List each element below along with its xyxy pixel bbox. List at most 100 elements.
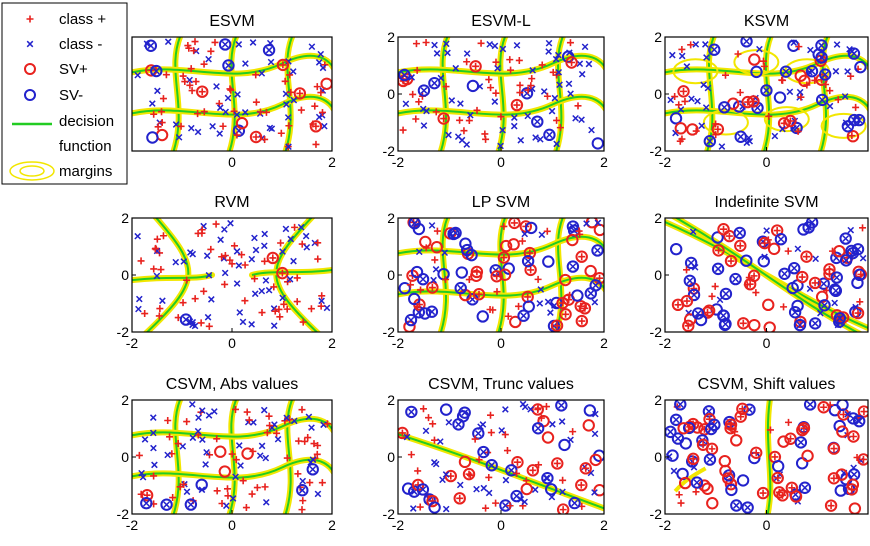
subplot-9: CSVM, Shift values -2 0 -2 0 2 [650, 376, 869, 533]
support-vector-marker [852, 414, 866, 428]
class-plus-marker [473, 106, 481, 114]
class-minus-marker [150, 444, 157, 452]
support-vector-marker [218, 465, 232, 478]
support-vector-marker [296, 484, 309, 497]
support-vector-marker [531, 115, 544, 128]
class-minus-marker [198, 407, 206, 414]
support-vector-marker [703, 135, 717, 148]
class-minus-marker [217, 236, 224, 244]
x-tick-label: 0 [228, 335, 236, 351]
class-plus-marker [432, 108, 440, 116]
class-minus-marker [251, 290, 259, 298]
y-tick-label: 0 [654, 267, 662, 283]
class-plus-marker [429, 420, 437, 428]
class-minus-marker [852, 303, 859, 311]
x-tick-label: 2 [328, 335, 336, 351]
class-plus-marker [534, 404, 542, 412]
class-plus-marker [412, 115, 420, 123]
class-minus-marker [812, 255, 819, 263]
x-tick-label: -2 [392, 154, 405, 170]
support-vector-marker [789, 490, 803, 503]
class-plus-marker [485, 473, 493, 481]
class-minus-marker [507, 466, 515, 474]
class-minus-marker [553, 140, 560, 148]
x-tick-label: -2 [126, 517, 139, 533]
x-tick-label: -2 [126, 335, 139, 351]
y-tick-label: 0 [387, 267, 395, 283]
support-vector-marker [276, 58, 290, 72]
support-vector-marker [718, 454, 732, 468]
class-plus-marker [798, 273, 806, 281]
class-plus-marker [200, 60, 208, 68]
support-vector-marker [847, 430, 860, 443]
class-minus-marker [209, 122, 216, 130]
plot-area [398, 400, 604, 514]
support-vector-marker [582, 419, 595, 432]
class-plus-marker [226, 85, 234, 93]
class-plus-marker [513, 469, 521, 477]
support-vector-marker [682, 319, 695, 332]
class-minus-marker [284, 114, 292, 121]
class-plus-marker [183, 276, 191, 284]
x-tick-label: 2 [328, 154, 336, 170]
support-vector-marker [470, 269, 483, 282]
class-minus-marker [818, 42, 825, 49]
support-vector-marker [846, 246, 860, 260]
class-plus-marker [433, 227, 441, 235]
support-vector-marker [740, 37, 753, 48]
class-minus-marker [667, 96, 674, 104]
class-minus-marker [139, 473, 147, 481]
support-vector-marker [472, 288, 486, 301]
class-minus-marker [224, 94, 232, 102]
class-minus-marker [720, 312, 727, 319]
class-plus-marker [493, 288, 501, 296]
class-plus-marker [313, 83, 321, 91]
class-minus-marker [265, 286, 273, 294]
class-plus-marker [294, 470, 302, 478]
class-minus-marker [485, 489, 493, 497]
class-minus-marker [847, 226, 855, 234]
class-plus-marker [194, 110, 202, 118]
class-plus-marker [298, 406, 306, 414]
legend-label: class + [59, 11, 106, 28]
class-plus-marker [228, 260, 236, 268]
class-plus-marker [506, 56, 514, 64]
support-vector-marker [801, 449, 814, 463]
class-plus-marker [538, 61, 546, 69]
class-minus-marker [588, 126, 595, 134]
class-plus-marker [442, 83, 450, 91]
support-vector-marker [466, 79, 480, 93]
class-plus-marker [166, 433, 174, 441]
support-vector-marker [846, 130, 860, 143]
class-plus-marker [263, 429, 271, 437]
support-vector-marker [426, 494, 439, 508]
support-vector-marker [736, 474, 750, 487]
class-plus-marker [553, 116, 561, 124]
class-minus-marker [203, 252, 211, 260]
x-tick-label: -2 [392, 517, 405, 533]
class-minus-marker [850, 471, 858, 478]
class-plus-marker [487, 411, 495, 419]
support-vector-marker [508, 218, 521, 230]
class-minus-marker [262, 277, 270, 284]
class-minus-marker [746, 137, 754, 145]
class-plus-marker [727, 421, 735, 429]
class-minus-marker [287, 235, 295, 243]
decision-curve [766, 400, 772, 514]
support-vector-marker [511, 456, 524, 469]
decision-curve [284, 37, 294, 151]
y-tick-label: 2 [121, 392, 129, 408]
legend: class + class - SV+ SV-decision function marg… [1, 2, 128, 185]
class-plus-marker [471, 435, 479, 443]
support-vector-marker [815, 290, 829, 304]
class-minus-marker [591, 298, 599, 306]
class-minus-marker [221, 41, 229, 48]
support-vector-marker [404, 313, 418, 327]
class-minus-marker [408, 408, 415, 416]
class-plus-marker [317, 89, 325, 97]
class-plus-marker [760, 62, 768, 70]
class-minus-marker [808, 219, 816, 226]
class-minus-marker [707, 425, 715, 433]
class-plus-marker [276, 313, 284, 321]
class-minus-marker [844, 68, 851, 75]
